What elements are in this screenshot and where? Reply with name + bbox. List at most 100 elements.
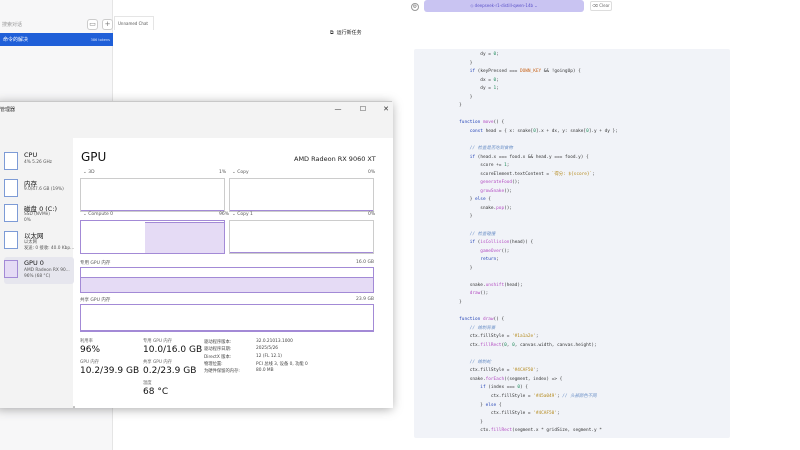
minimize-icon[interactable]: — [334, 105, 342, 113]
code-token: ; [496, 257, 499, 263]
code-token: '#4CAF50' [512, 368, 536, 374]
code-line: const head = { x: snake[0].x + dx, y: sn… [438, 128, 618, 136]
close-icon[interactable]: ✕ [383, 105, 389, 113]
code-token: 1 [493, 86, 497, 92]
code-line: gameOver(); [438, 248, 509, 256]
maximize-icon[interactable]: ☐ [359, 105, 367, 113]
code-line: dy = 1; [438, 85, 499, 93]
dedicated-memory-graph [80, 267, 374, 293]
run-new-task-button[interactable]: ⧉ 运行新任务 [330, 29, 362, 37]
code-line: ctx.fillRect(0, 0, canvas.width, canvas.… [438, 342, 597, 350]
code-token: generateFood [480, 180, 513, 186]
code-token: ctx.fillStyle = [438, 334, 513, 340]
code-token: ) { [519, 385, 528, 391]
code-token: snake. [438, 205, 497, 211]
detail-value: 2025/5/26 [256, 346, 279, 352]
code-token: ].y + dy }; [588, 128, 618, 134]
code-line: ctx.fillStyle = '#1a1a2e'; [438, 333, 539, 341]
folder-icon[interactable]: ▭ [87, 18, 98, 30]
code-token [438, 326, 470, 331]
code-token: // 头部颜色不同 [562, 394, 597, 399]
code-line: generateFood(); [438, 179, 520, 187]
code-token: 0 [517, 385, 520, 391]
code-token: growSnake [480, 188, 505, 194]
chat-list-item-active[interactable]: 命令的解决 386 tokens [0, 33, 113, 46]
gpu-heading: GPU [81, 150, 107, 164]
code-line: // 绘制蛇 [438, 359, 491, 367]
device-item-0[interactable]: CPU 4% 5.26 GHz [4, 149, 74, 176]
code-token: 0 [504, 342, 507, 348]
code-token: 1 [504, 163, 507, 169]
shared-graph-label: 共享 GPU 内存 [80, 298, 111, 303]
graph-fill [230, 210, 373, 211]
code-token [438, 360, 470, 365]
engine-graph [80, 178, 225, 212]
device-thumbnail [4, 204, 18, 222]
graph-label: ⌄ Copy 1 [232, 212, 253, 217]
code-token: ; [496, 52, 499, 57]
code-token: ; [506, 163, 510, 169]
new-chat-plus-icon[interactable]: + [102, 18, 113, 30]
model-selector[interactable]: ◇ deepseek-r1-distill-qwen-14b ⌄ [424, 0, 584, 12]
code-line: return; [438, 256, 499, 264]
code-token: } [438, 60, 473, 66]
device-item-1[interactable]: 内存 9.0/47.6 GB (19%) [4, 176, 74, 203]
search-input[interactable]: 搜索对话 [2, 21, 23, 28]
code-line: scoreElement.textContent = `得分: ${score}… [438, 171, 595, 179]
code-token: 0 [512, 342, 515, 348]
code-token: draw [482, 317, 494, 323]
code-token: { [485, 197, 491, 203]
code-token [438, 257, 480, 262]
device-item-2[interactable]: 磁盘 0 (C:) SSD (NVMe) 0% [4, 201, 74, 228]
code-token: draw [469, 291, 481, 297]
code-block: dy = 0; } if (keyPressed === DOWN_KEY &&… [414, 49, 730, 438]
code-token: DOWN_KEY [519, 69, 542, 75]
code-token: (segment.x * gridSize, segment.y * [512, 428, 602, 434]
detail-key: 物理位置: [204, 361, 223, 367]
gpu-memory-value: 10.2/39.9 GB [80, 366, 140, 376]
device-name: 内存 [24, 180, 37, 188]
chat-title: 命令的解决 [3, 37, 29, 43]
code-token: 0 [493, 52, 497, 57]
device-subtitle: 以太网 [24, 240, 37, 245]
code-line: dx = 0; [438, 77, 499, 85]
code-token: ; [496, 86, 499, 92]
device-item-4[interactable]: GPU 0 AMD Radeon RX 90... 96% (68 °C) [4, 257, 74, 284]
code-token: if [469, 69, 476, 75]
code-token: dy = [438, 86, 494, 92]
code-line: ctx.fillStyle = '#4CAF50'; [438, 410, 560, 418]
code-line: if (index === 0) { [438, 384, 528, 392]
code-token [438, 240, 470, 245]
toolbar [0, 118, 393, 138]
code-token: 0 [586, 128, 589, 134]
clear-button[interactable]: ⌫ Clear [590, 1, 612, 11]
code-line: } else { [438, 196, 491, 204]
code-line: ctx.fillStyle = '#45a049'; // 头部颜色不同 [438, 393, 597, 401]
dedicated-graph-label: 专用 GPU 内存 [80, 261, 111, 266]
utilization-label: 利用率 [80, 339, 93, 344]
tab-unnamed-chat[interactable]: Unnamed Chat [114, 16, 154, 30]
code-token: scoreElement.textContent = [438, 171, 552, 177]
code-token: ].x + dx, y: snake[ [535, 128, 587, 134]
gear-icon[interactable]: ⚙ [411, 3, 419, 11]
code-line: snake.unshift(head); [438, 282, 523, 290]
device-item-3[interactable]: 以太网 以太网 发送: 0 接收: 40.0 Kbp... [4, 228, 74, 255]
code-token [438, 120, 459, 125]
code-line: snake.pop(); [438, 205, 512, 213]
code-token: ; [592, 171, 595, 177]
code-token: } [438, 103, 462, 109]
code-token [438, 291, 470, 296]
code-token: (); [501, 248, 510, 254]
code-token: (); [504, 188, 513, 194]
title-bar: 管理器 — ☐ ✕ [0, 102, 393, 118]
code-token: , [506, 342, 513, 348]
code-token: '#1a1a2e' [512, 334, 536, 340]
device-detail: 0% [24, 218, 31, 223]
code-token: ( [501, 342, 505, 348]
code-token: } [438, 214, 473, 220]
code-token: `得分: ${score}` [551, 171, 593, 177]
code-token: (); [480, 291, 489, 297]
graph-fill [230, 252, 373, 253]
code-line: } [438, 265, 473, 273]
detail-key: 驱动程序日期: [204, 347, 232, 353]
